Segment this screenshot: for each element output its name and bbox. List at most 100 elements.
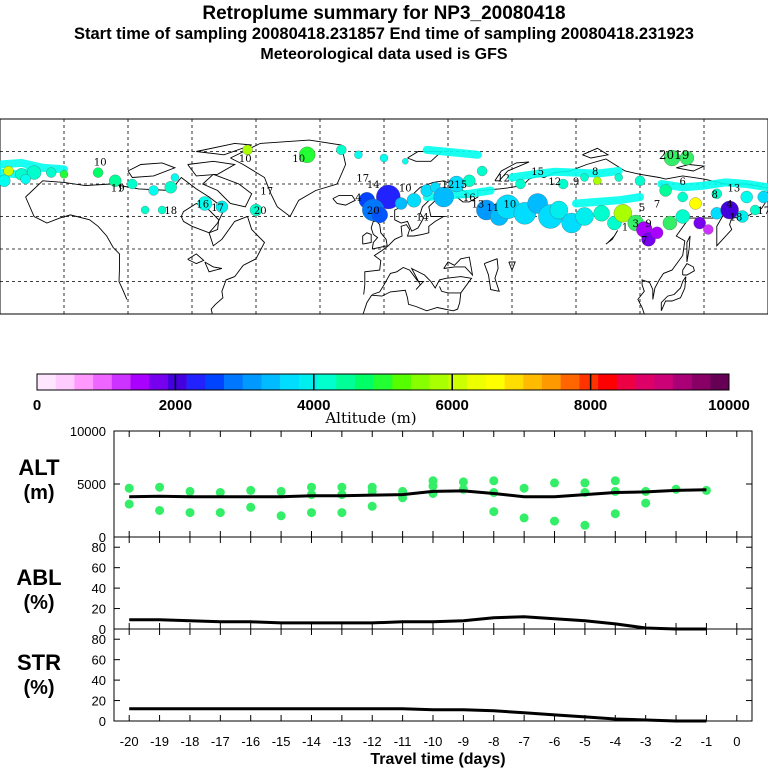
- str-units: (%): [23, 677, 54, 699]
- x-tick-label: -2: [670, 734, 682, 749]
- alt-panel: 10000 5000 0 ALT(m): [18, 424, 753, 545]
- colorbar-swatch: [317, 374, 337, 390]
- cluster-bubble: [92, 167, 104, 178]
- altitude-point: [246, 502, 256, 512]
- coastline: [230, 139, 347, 218]
- cluster-day-label: 7: [641, 235, 647, 246]
- coastline: [127, 162, 177, 178]
- altitude-point: [580, 520, 590, 530]
- cluster-day-label: 3: [633, 219, 639, 230]
- str-line: [129, 707, 707, 723]
- altitude-point: [489, 476, 499, 486]
- cluster-bubble: [140, 205, 150, 215]
- altitude-point: [519, 513, 529, 523]
- cluster-bubble: [402, 158, 409, 165]
- cluster-bubble: [148, 185, 159, 196]
- cluster-day-label: 13: [472, 200, 485, 211]
- cluster-bubble: [109, 174, 122, 187]
- colorbar-swatch: [429, 374, 449, 390]
- cluster-bubble: [376, 184, 401, 210]
- cluster-bubble: [549, 200, 569, 220]
- coastline: [362, 289, 462, 315]
- cluster-day-label: 15: [454, 180, 467, 191]
- coastline: [494, 161, 530, 182]
- abl-y-tick-label: 20: [92, 602, 106, 617]
- cluster-day-label: 4: [355, 193, 361, 204]
- x-tick-label: -7: [518, 734, 530, 749]
- cluster-bubble: [740, 190, 753, 204]
- cluster-bubble: [170, 173, 180, 182]
- colorbar-swatch: [224, 374, 244, 390]
- cluster-day-label: 14: [367, 180, 380, 191]
- altitude-point: [489, 507, 499, 517]
- cluster-bubble: [0, 174, 11, 187]
- str-panel: 80 60 40 20 0 STR(%): [17, 628, 753, 729]
- cluster-day-label: 7: [654, 200, 660, 211]
- x-tick-label: -14: [302, 734, 321, 749]
- altitude-point: [307, 508, 316, 518]
- colorbar-swatch: [635, 374, 655, 390]
- cluster-day-label: 12: [497, 174, 510, 185]
- colorbar-swatch: [280, 374, 300, 390]
- colorbar-swatch: [167, 374, 187, 390]
- colorbar-swatch: [560, 374, 580, 390]
- alt-y-tick-label: 0: [99, 530, 106, 545]
- cluster-day-label: 17: [757, 206, 768, 217]
- cluster-bubble: [197, 196, 212, 211]
- altitude-point: [367, 501, 377, 511]
- x-tick-label: -20: [120, 734, 139, 749]
- cluster-bubble: [463, 174, 476, 187]
- x-tick-label: -6: [549, 734, 561, 749]
- cluster-day-label: 11: [486, 203, 499, 214]
- cluster-bubble: [593, 205, 610, 222]
- cluster-bubble: [515, 178, 526, 190]
- coastline: [196, 142, 252, 156]
- trajectory-trails: [0, 145, 768, 208]
- cluster-bubble: [476, 165, 488, 177]
- x-tick-label: -15: [272, 734, 291, 749]
- cluster-bubble: [394, 197, 408, 210]
- cluster-day-label: 1: [622, 222, 628, 233]
- colorbar-swatch: [691, 374, 711, 390]
- mean-altitude-line: [129, 488, 707, 499]
- altitude-point: [580, 478, 590, 488]
- cluster-day-label: 20: [367, 206, 380, 217]
- cluster-day-label: 10: [504, 200, 517, 211]
- colorbar-swatch: [598, 374, 618, 390]
- cluster-day-label: 10: [94, 157, 107, 168]
- cluster-bubble: [20, 173, 31, 185]
- cluster-bubble: [720, 200, 739, 220]
- altitude-point: [307, 482, 316, 492]
- coastline: [483, 258, 500, 292]
- x-tick-label: -1: [701, 734, 713, 749]
- cluster-bubble: [379, 153, 389, 163]
- trajectory-trail: [422, 145, 482, 159]
- cluster-bubble: [433, 186, 454, 208]
- cluster-day-label: 13: [728, 183, 741, 194]
- colorbar-swatch: [710, 374, 730, 390]
- cluster-day-label: 15: [531, 167, 544, 178]
- x-tick-label: -17: [211, 734, 230, 749]
- coastline: [407, 151, 443, 162]
- altitude-point: [519, 483, 529, 493]
- colorbar-swatch: [579, 374, 599, 390]
- altitude-point: [124, 499, 134, 509]
- cluster-day-label: 4: [726, 200, 732, 211]
- trajectory-trail: [572, 193, 644, 208]
- coastline: [686, 235, 691, 263]
- cluster-bubble: [593, 176, 602, 185]
- coastline: [372, 266, 473, 295]
- altitude-point: [155, 482, 165, 492]
- colorbar-swatch: [467, 374, 487, 390]
- colorbar-swatch: [242, 374, 262, 390]
- cluster-day-label: 5: [639, 203, 645, 214]
- colorbar-frame: [36, 373, 730, 391]
- colorbar-swatch: [373, 374, 393, 390]
- cluster-day-label: 17: [260, 187, 273, 198]
- cluster-day-label: 10: [292, 154, 305, 165]
- cluster-bubble: [736, 210, 749, 223]
- abl-line: [129, 615, 707, 631]
- altitude-point: [550, 478, 559, 488]
- colorbar-swatch: [298, 374, 318, 390]
